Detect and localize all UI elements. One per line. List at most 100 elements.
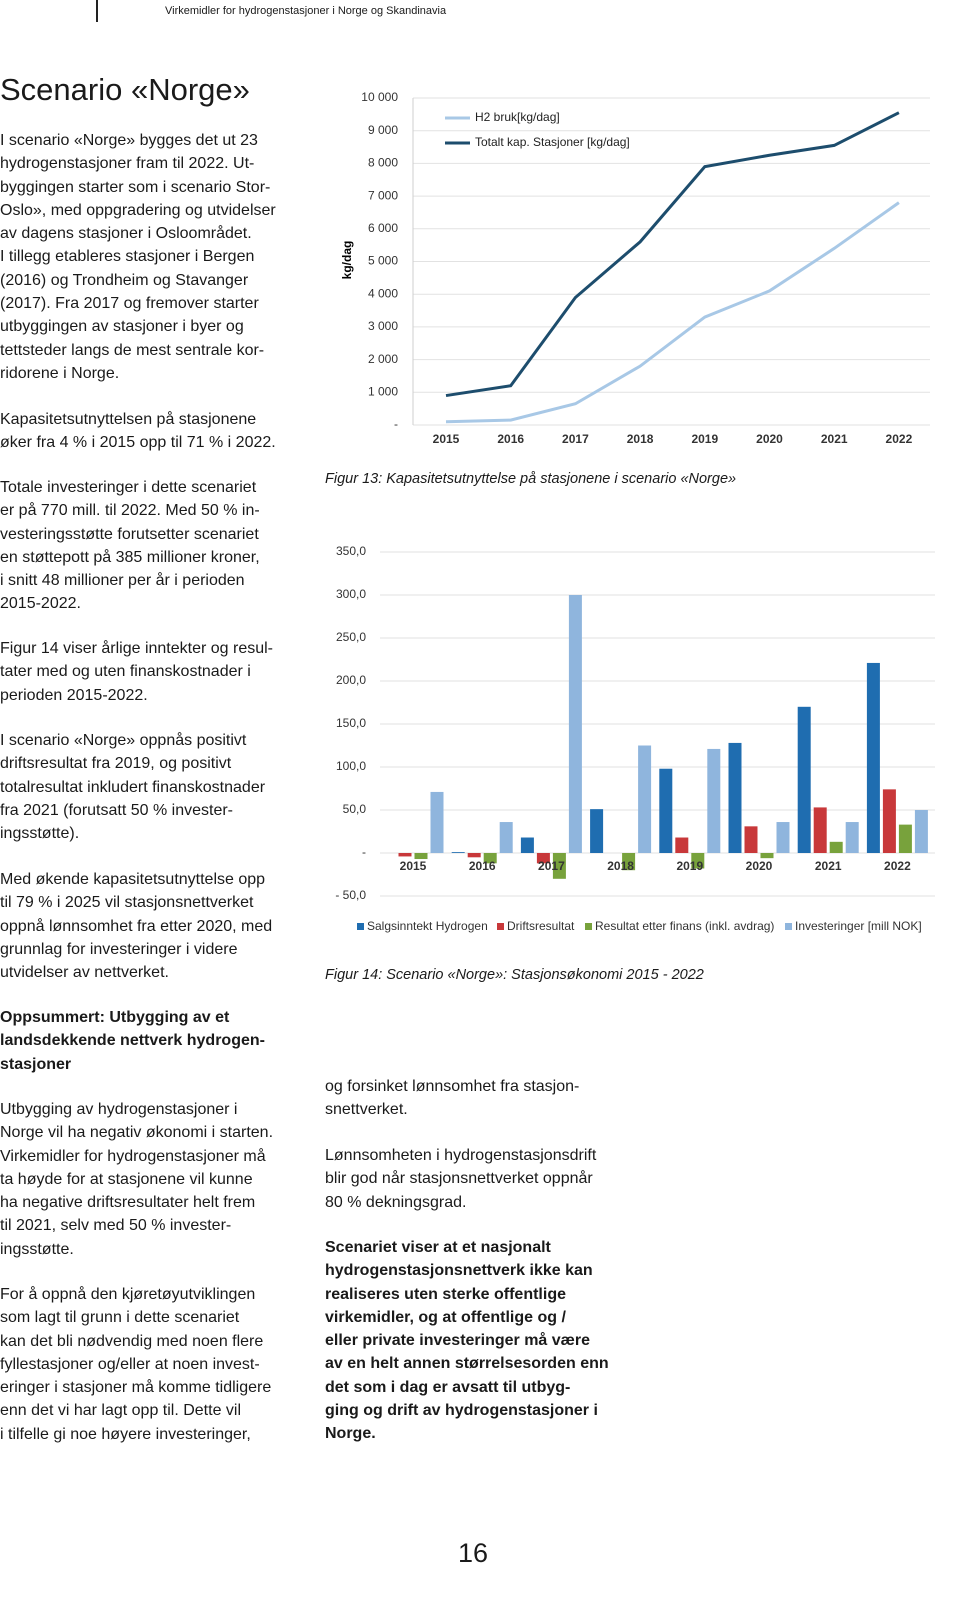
y-tick-label: 5 000 [368, 254, 398, 268]
section-heading: Scenario «Norge» [0, 72, 250, 107]
text-line: ingsstøtte). [0, 825, 80, 843]
x-tick-label: 2016 [469, 859, 496, 873]
header-title: Virkemidler for hydrogenstasjoner i Norg… [165, 5, 447, 17]
bar [536, 853, 550, 864]
bar [813, 807, 827, 853]
y-tick-label: 100,0 [336, 759, 366, 773]
legend-swatch [785, 923, 792, 930]
text-line: For å oppnå den kjøretøyutviklingen [0, 1286, 256, 1303]
y-tick-label: 10 000 [361, 90, 398, 104]
bar [622, 853, 636, 871]
bar [845, 822, 859, 853]
y-tick-label: 300,0 [336, 587, 366, 601]
text-line: totalresultat inkludert finanskostnader [0, 778, 266, 796]
x-tick-label: 2020 [746, 859, 773, 873]
bar [797, 706, 811, 853]
legend-swatch [585, 923, 592, 930]
bar [728, 742, 742, 853]
text-line: virkemidler, og at offentlige og / [325, 1308, 566, 1326]
text-line: perioden 2015-2022. [0, 686, 148, 704]
text-line: eller private investeringer må være [325, 1332, 591, 1350]
text-line: utbyggingen av stasjoner i byer og [0, 318, 244, 336]
text-line: er på 770 mill. til 2022. Med 50 % in- [0, 502, 260, 520]
bar [882, 789, 896, 853]
header-rule [96, 0, 98, 22]
text-line: en støttepott på 385 millioner kroner, [0, 548, 260, 566]
bar [914, 810, 928, 853]
x-tick-label: 2020 [756, 432, 783, 446]
y-tick-label: 200,0 [336, 673, 366, 687]
legend-swatch [357, 923, 364, 930]
y-tick-label: - [394, 417, 398, 431]
paragraph: Med økende kapasitetsutnyttelse opp til 7… [0, 868, 272, 984]
text-line: ta høyde for at stasjonene vil kunne [0, 1170, 253, 1188]
y-tick-label: 150,0 [336, 716, 366, 730]
text-line: eringer i stasjoner må komme tidligere [0, 1379, 272, 1397]
bar [638, 745, 652, 853]
summary-heading: Oppsummert: Utbygging av et landsdekkende… [0, 1006, 265, 1076]
bar [866, 662, 880, 853]
x-tick-label: 2022 [886, 432, 913, 446]
bar [675, 837, 689, 853]
bar [520, 837, 534, 853]
y-tick-label: 350,0 [336, 544, 366, 558]
figure-caption: Figur 14: Scenario «Norge»: Stasjonsøkon… [325, 967, 704, 983]
text-line: stasjoner [0, 1055, 72, 1073]
text-line: av dagens stasjoner i Osloområdet. [0, 225, 252, 243]
bar [499, 822, 513, 853]
x-tick-label: 2015 [433, 432, 460, 446]
y-tick-label: 4 000 [368, 286, 398, 300]
bar [760, 853, 774, 859]
y-axis-label: kg/dag [340, 241, 354, 280]
text-line: ingsstøtte. [0, 1240, 74, 1258]
text-line: Utbygging av hydrogenstasjoner i [0, 1101, 238, 1118]
conclusion: Scenariet viser at et nasjonalt hydrogens… [325, 1236, 609, 1446]
text-line: ha negative driftsresultater helt frem [0, 1194, 256, 1212]
legend-label: Totalt kap. Stasjoner [kg/dag] [475, 135, 630, 149]
text-line: fra 2021 (forutsatt 50 % invester- [0, 801, 233, 819]
text-line: I tillegg etableres stasjoner i Bergen [0, 248, 255, 266]
text-line: enn det vi har lagt opp til. Dette vil [0, 1402, 242, 1420]
legend-label: Investeringer [mill NOK] [795, 919, 922, 933]
text-line: 2015-2022. [0, 595, 81, 613]
y-tick-label: 6 000 [368, 221, 398, 235]
x-tick-label: 2018 [607, 859, 634, 873]
bar [898, 824, 912, 853]
bar [430, 791, 444, 853]
paragraph: Lønnsomheten i hydrogenstasjonsdrift blir… [325, 1144, 596, 1214]
text-line: Figur 14 viser årlige inntekter og resul… [0, 640, 274, 657]
text-line: Norge vil ha negativ økonomi i starten. [0, 1124, 274, 1142]
page-number: 16 [457, 1538, 489, 1568]
text-line: Kapasitetsutnyttelsen på stasjonene [0, 411, 257, 428]
bar [398, 853, 412, 857]
text-line: tater med og uten finanskostnader i [0, 663, 251, 681]
bar [483, 853, 497, 864]
text-line: oppnå lønnsomhet fra etter 2020, med [0, 917, 273, 935]
text-line: blir god når stasjonsnettverket oppnår [325, 1170, 593, 1188]
legend-label: Driftsresultat [507, 919, 575, 933]
figure-caption: Figur 13: Kapasitetsutnyttelse på stasjo… [325, 471, 737, 487]
bar [691, 853, 705, 869]
paragraph: I scenario «Norge» oppnås positivt drifts… [0, 729, 265, 845]
y-tick-label: 9 000 [368, 123, 398, 137]
y-tick-label: - 50,0 [335, 888, 366, 902]
text-line: landsdekkende nettverk hydrogen- [0, 1032, 265, 1050]
bar [659, 768, 673, 853]
paragraph: og forsinket lønnsomhet fra stasjon-snet… [325, 1075, 579, 1122]
y-tick-label: 7 000 [368, 188, 398, 202]
series-line [445, 201, 900, 424]
y-tick-label: 8 000 [368, 156, 398, 170]
x-tick-label: 2021 [815, 859, 842, 873]
x-tick-label: 2016 [497, 432, 524, 446]
text-line: kan det bli nødvendig med noen flere [0, 1332, 264, 1350]
text-line: grunnlag for investeringer i videre [0, 940, 238, 958]
y-tick-label: 2 000 [368, 352, 398, 366]
text-line: hydrogenstasjoner fram til 2022. Ut- [0, 155, 255, 173]
text-line: vesteringsstøtte forutsetter scenariet [0, 525, 259, 543]
paragraph: Figur 14 viser årlige inntekter og resul… [0, 637, 273, 707]
paragraph: Kapasitetsutnyttelsen på stasjonene øker … [0, 408, 276, 455]
paragraph: For å oppnå den kjøretøyutviklingen som l… [0, 1283, 271, 1446]
text-line: (2017). Fra 2017 og fremover starter [0, 295, 259, 313]
text-line: 80 % dekningsgrad. [325, 1193, 467, 1211]
